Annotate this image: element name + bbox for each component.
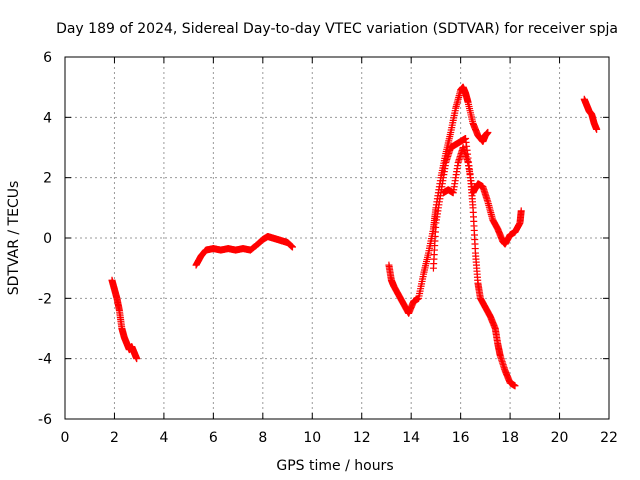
grid-lines (65, 57, 609, 419)
x-tick-label: 20 (551, 430, 569, 446)
x-tick-label: 22 (600, 430, 618, 446)
series-track-3 (385, 83, 492, 317)
x-tick-label: 4 (159, 430, 168, 446)
y-tick-label: -4 (38, 352, 52, 368)
x-tick-labels: 0 2 4 6 8 10 12 14 16 18 20 22 (61, 430, 618, 446)
y-tick-label: 6 (43, 50, 52, 66)
data-points (108, 83, 601, 390)
data-point (517, 207, 525, 215)
series-track-4 (429, 134, 519, 390)
x-tick-label: 18 (501, 430, 519, 446)
series-track-6 (580, 95, 601, 133)
y-tick-labels: -6 -4 -2 0 2 4 6 (38, 50, 52, 428)
data-point (511, 382, 519, 390)
x-tick-label: 14 (402, 430, 420, 446)
x-tick-label: 2 (110, 430, 119, 446)
series-track-1 (108, 276, 141, 363)
x-axis-label: GPS time / hours (276, 458, 393, 474)
y-tick-label: -2 (38, 291, 52, 307)
y-axis-label: SDTVAR / TECUs (6, 181, 22, 296)
x-tick-label: 0 (61, 430, 70, 446)
x-tick-label: 16 (452, 430, 470, 446)
ticks (64, 56, 610, 420)
series-track-5 (439, 144, 525, 248)
data-point (484, 128, 492, 136)
y-tick-label: 4 (43, 110, 52, 126)
data-point (133, 355, 141, 363)
y-tick-label: 2 (43, 171, 52, 187)
data-point (593, 125, 601, 133)
series-track-2 (192, 232, 296, 269)
data-point (288, 243, 296, 251)
x-tick-label: 8 (258, 430, 267, 446)
y-tick-label: 0 (43, 231, 52, 247)
x-tick-label: 10 (303, 430, 321, 446)
x-tick-label: 6 (209, 430, 218, 446)
y-tick-label: -6 (38, 412, 52, 428)
chart-title: Day 189 of 2024, Sidereal Day-to-day VTE… (56, 21, 618, 37)
x-tick-label: 12 (353, 430, 371, 446)
